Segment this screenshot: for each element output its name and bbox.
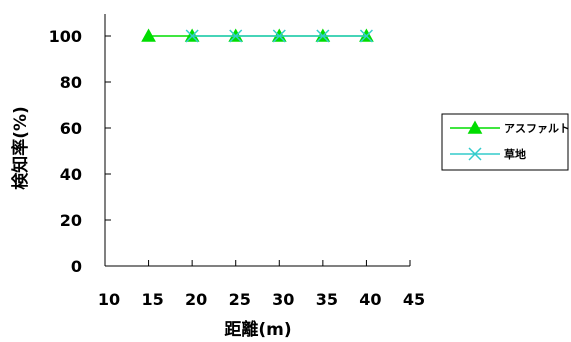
legend-label: 草地: [504, 147, 526, 161]
x-axis-ticks: 10 15 20 25 30 35 40 45: [98, 260, 425, 309]
data-point: [359, 29, 373, 43]
data-point: [272, 29, 286, 43]
data-point: [229, 29, 243, 43]
series-2: [185, 29, 373, 43]
y-tick-label: 100: [49, 27, 82, 46]
y-tick-label: 60: [60, 119, 82, 138]
plot-area: [104, 14, 410, 267]
x-tick-label: 15: [141, 290, 163, 309]
x-tick-label: 30: [272, 290, 294, 309]
legend-item: 草地: [450, 147, 526, 161]
x-tick-label: 40: [359, 290, 381, 309]
legend-box: [441, 113, 569, 171]
x-tick-label: 25: [229, 290, 251, 309]
x-axis-title: 距離(m): [224, 319, 291, 340]
legend-marker: [468, 147, 482, 161]
data-point: [185, 29, 199, 43]
x-tick-label: 10: [98, 290, 120, 309]
y-axis-ticks: 0 20 40 60 80 100: [49, 27, 111, 276]
data-point: [141, 28, 156, 42]
legend-label: アスファルト: [504, 122, 570, 135]
x-tick-label: 45: [403, 290, 425, 309]
y-axis-title: 検知率(%): [10, 106, 31, 190]
y-tick-label: 0: [71, 257, 82, 276]
legend-item: アスファルト: [450, 120, 570, 135]
data-point: [316, 29, 330, 43]
series-layer: [141, 28, 374, 43]
legend-marker: [467, 120, 483, 134]
y-tick-label: 80: [60, 73, 82, 92]
x-tick-label: 20: [185, 290, 207, 309]
y-tick-label: 40: [60, 165, 82, 184]
x-tick-label: 35: [316, 290, 338, 309]
y-tick-label: 20: [60, 211, 82, 230]
